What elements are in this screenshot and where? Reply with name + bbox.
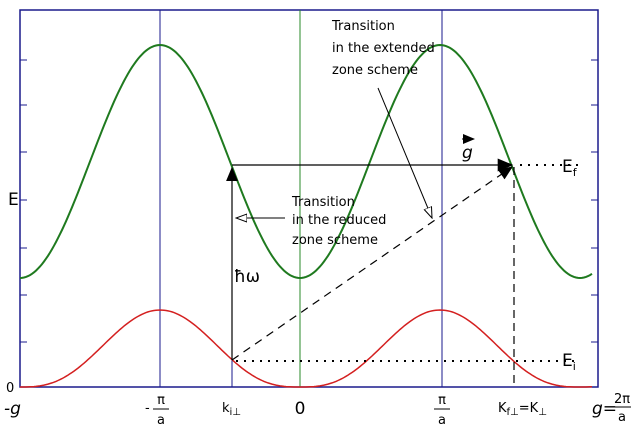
vector-label: g [462, 143, 473, 163]
x-label: a [618, 410, 626, 425]
extended-pointer [377, 87, 432, 218]
extended-transition [231, 166, 513, 361]
upper-band [19, 43, 593, 280]
y-origin: 0 [6, 381, 14, 396]
annotation: in the extended [332, 41, 435, 56]
x-label: π [157, 393, 165, 408]
level-label: Ei [562, 351, 576, 373]
photon-label: ħω [234, 267, 260, 287]
annotation: Transition [331, 19, 395, 34]
x-label: π [438, 393, 446, 408]
x-label: g= [592, 399, 617, 419]
level-label: Ef [562, 157, 578, 179]
annotation: zone scheme [332, 63, 418, 78]
x-label: - [145, 401, 150, 416]
x-label: -g [4, 399, 21, 419]
y-label: E [8, 190, 19, 210]
annotation: Transition [291, 195, 355, 210]
lower-band [20, 309, 593, 388]
x-label: Kf⊥=K⊥ [498, 401, 547, 418]
x-label: ki⊥ [222, 401, 241, 418]
x-label: 2π [614, 392, 630, 407]
x-label: a [438, 413, 446, 428]
annotation: in the reduced [292, 213, 386, 228]
x-label: a [157, 413, 165, 428]
annotation: zone scheme [292, 233, 378, 248]
x-label: 0 [295, 399, 306, 419]
